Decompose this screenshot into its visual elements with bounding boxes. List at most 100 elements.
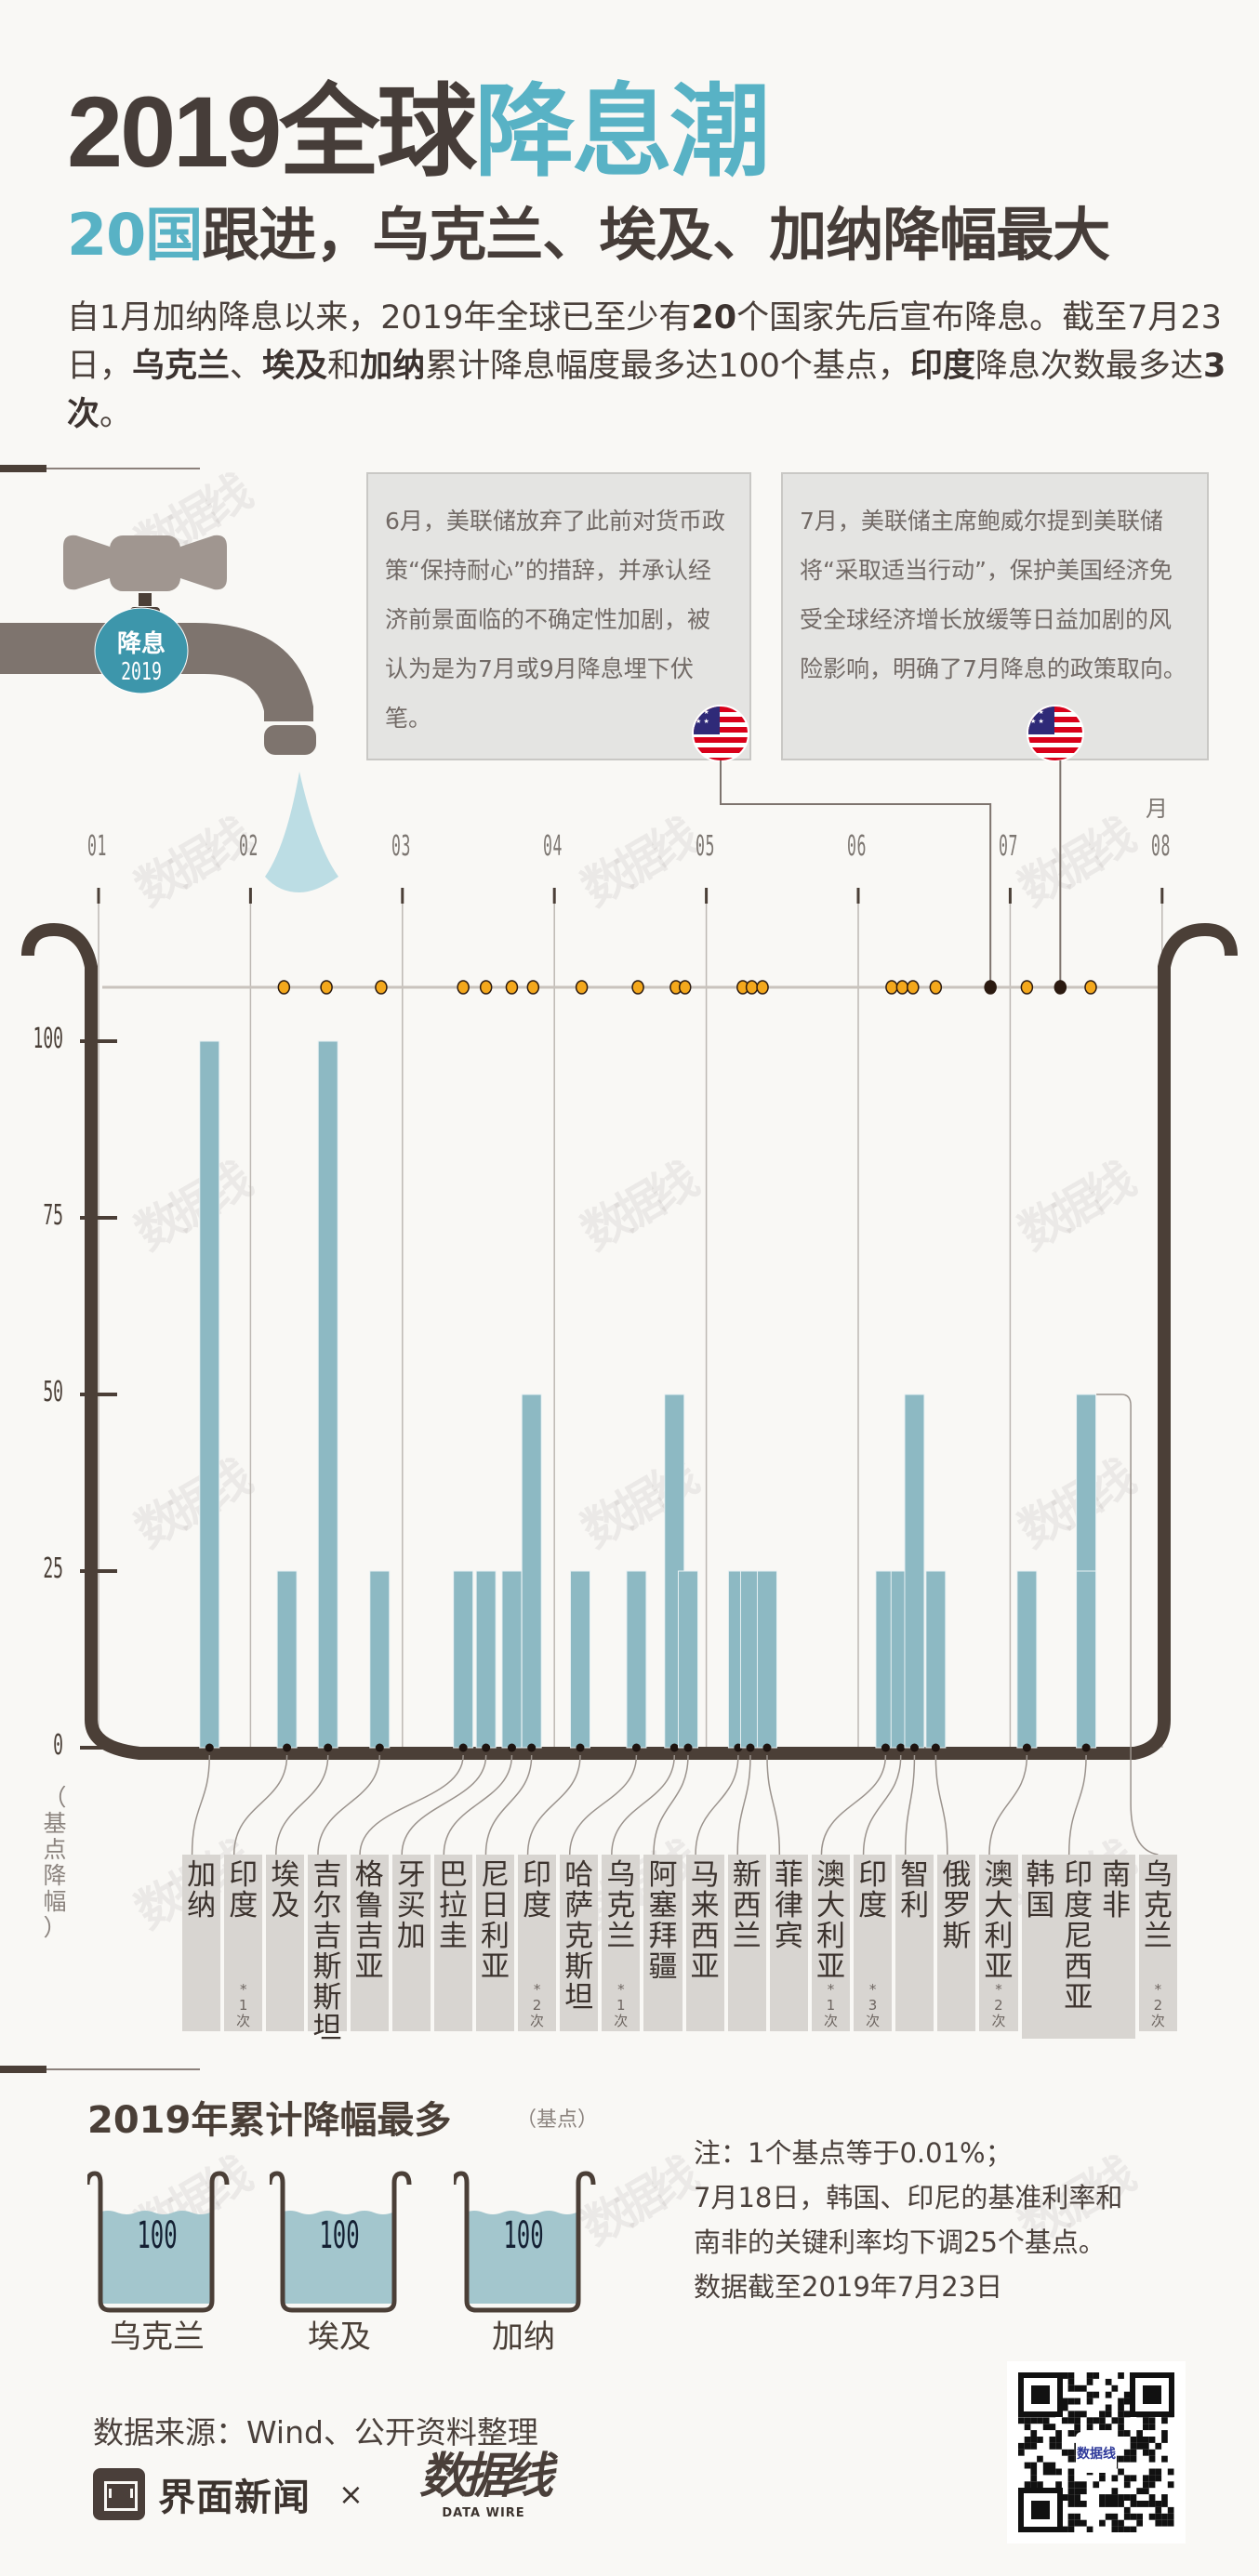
bar-anchor-dot <box>482 1743 491 1752</box>
note-line: 7月18日，韩国、印尼的基准利率和 <box>694 2182 1123 2213</box>
note-line: 注：1个基点等于0.01%； <box>694 2137 1013 2169</box>
bar-anchor-dot <box>931 1743 940 1752</box>
label-connector <box>934 1754 948 1856</box>
rate-cut-dot <box>631 980 644 995</box>
pot-icon <box>454 2171 596 2313</box>
country-label: 埃及 <box>266 1855 305 2031</box>
intro-text: 累计降息幅度最多达100个基点， <box>425 348 910 385</box>
country-name: 阿塞拜疆 <box>648 1858 678 1984</box>
label-connector <box>736 1754 751 1856</box>
fed-event-dot <box>984 980 997 995</box>
intro-text: 20 <box>691 299 737 337</box>
intro-text: 埃及 <box>262 348 328 385</box>
rate-cut-dot <box>678 980 692 995</box>
y-axis-title-char: （ <box>43 1784 67 1811</box>
pot-country-name: 加纳 <box>492 2318 555 2356</box>
country-name: 格鲁吉亚 <box>354 1858 384 1984</box>
country-label: 马来西亚 <box>685 1855 724 2031</box>
bar-anchor-dot <box>909 1743 919 1752</box>
bar-anchor-dot <box>683 1743 693 1752</box>
country-name-part: 南非 <box>1101 1858 1131 1922</box>
bar-澳大利亚 <box>1016 1570 1038 1749</box>
intro-text: 乌克兰 <box>132 348 231 385</box>
intro-text: 加纳 <box>360 348 426 385</box>
rate-cut-dot <box>745 980 759 995</box>
jiemian-logo-icon <box>93 2468 145 2520</box>
summary-pot: 100 <box>87 2166 230 2324</box>
fed-note-july-text: 7月，美联储主席鲍威尔提到美联储将“采取适当行动”，保护美国经济免受全球经济增长… <box>800 508 1186 682</box>
label-connector <box>766 1754 781 1856</box>
rate-cut-dot <box>895 980 909 995</box>
country-name: 韩国印度尼西亚南非 <box>1022 1855 1135 2014</box>
country-name-part: 韩国 <box>1026 1858 1055 1922</box>
summary-pot: 100 <box>270 2166 412 2324</box>
month-label: 05 <box>695 830 715 863</box>
page-subtitle: 20国跟进，乌克兰、埃及、加纳降幅最大 <box>67 206 1110 264</box>
label-connector <box>191 1754 211 1856</box>
country-label: 乌克兰 * 2 次 <box>1138 1855 1177 2031</box>
country-name: 印度 <box>523 1858 552 1922</box>
country-label: 格鲁吉亚 <box>350 1855 389 2031</box>
bar-加纳 <box>199 1040 220 1749</box>
country-label: 哈萨克斯坦 <box>560 1855 599 2031</box>
bar-anchor-dot <box>896 1743 906 1752</box>
label-connector <box>401 1754 487 1856</box>
rate-cut-dot <box>320 980 333 995</box>
bar-anchor-dot <box>762 1743 772 1752</box>
month-label: 07 <box>999 830 1019 863</box>
country-label: 印度 * 1 次 <box>224 1855 263 2031</box>
country-name: 菲律宾 <box>774 1858 803 1953</box>
qr-code-icon[interactable]: 数据线 <box>1007 2361 1186 2543</box>
rate-cut-dot <box>1020 980 1034 995</box>
y-axis-title-char: 降 <box>43 1862 67 1889</box>
intro-text: 、 <box>230 348 263 385</box>
label-connector <box>820 1754 887 1856</box>
bar-anchor-dot <box>746 1743 755 1752</box>
intro-text: 。 <box>99 396 133 433</box>
pot-icon <box>87 2171 230 2313</box>
bar-anchor-dot <box>458 1743 468 1752</box>
cut-count: * 1 次 <box>823 1981 838 2029</box>
month-label: 03 <box>391 830 411 863</box>
country-label: 乌克兰 * 1 次 <box>602 1855 641 2031</box>
bar-格鲁吉亚 <box>453 1570 474 1749</box>
bar-anchor-dot <box>507 1743 516 1752</box>
country-name: 吉尔吉斯斯坦 <box>312 1858 342 2045</box>
brand-jiemian: 界面新闻 × <box>93 2468 364 2520</box>
country-name: 乌克兰 <box>606 1858 636 1953</box>
bar-俄罗斯 <box>925 1570 947 1749</box>
country-name: 印度 <box>229 1858 258 1922</box>
country-label: 印度 * 3 次 <box>854 1855 893 2031</box>
country-label: 巴拉圭 <box>433 1855 472 2031</box>
country-label: 尼日利亚 <box>475 1855 514 2031</box>
intro-text: 个国家先后宣布降息。截至7月23日， <box>67 299 1222 385</box>
country-label: 牙买加 <box>391 1855 431 2031</box>
country-label: 加纳 <box>182 1855 221 2031</box>
bar-anchor-dot <box>283 1743 292 1752</box>
y-tick-label: 0 <box>53 1729 63 1762</box>
country-name: 俄罗斯 <box>942 1858 972 1953</box>
country-label: 韩国印度尼西亚南非 <box>1021 1855 1135 2039</box>
bar-韩国/印度尼西亚/南非 <box>1076 1570 1097 1749</box>
notes: 注：1个基点等于0.01%； 7月18日，韩国、印尼的基准利率和 南非的关键利率… <box>694 2131 1122 2309</box>
country-name: 马来西亚 <box>690 1858 720 1984</box>
y-tick-label: 50 <box>43 1376 63 1408</box>
month-label: 06 <box>847 830 867 863</box>
intro-text: 和 <box>327 348 361 385</box>
label-connector <box>988 1754 1028 1856</box>
country-name: 澳大利亚 <box>984 1858 1014 1984</box>
label-connector <box>695 1754 739 1856</box>
rate-cut-dot <box>756 980 769 995</box>
country-label: 菲律宾 <box>769 1855 808 2031</box>
data-source: 数据来源：Wind、公开资料整理 <box>93 2414 538 2451</box>
water-drop-icon <box>265 772 338 892</box>
country-label: 新西兰 <box>727 1855 766 2031</box>
rate-cut-dot <box>457 980 470 995</box>
rate-cut-badge <box>94 607 189 694</box>
country-name: 印度 <box>858 1858 888 1922</box>
bar-阿塞拜疆 <box>677 1570 698 1749</box>
label-connector <box>653 1754 689 1856</box>
country-name-part: 印度尼西亚 <box>1064 1858 1093 2015</box>
intro-text: 3次 <box>67 348 1226 433</box>
bar-anchor-dot <box>527 1743 537 1752</box>
